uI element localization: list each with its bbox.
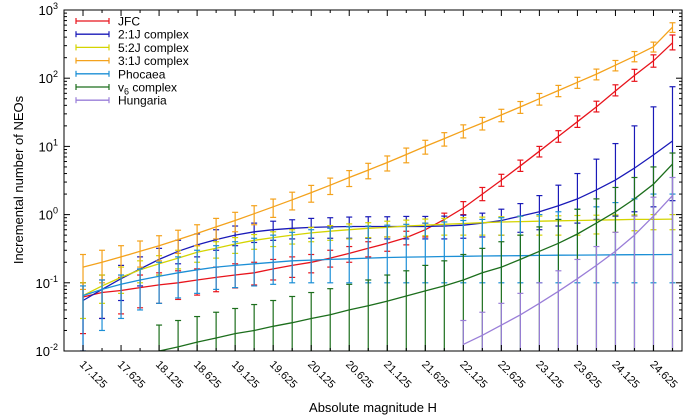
series-hungaria — [460, 176, 676, 351]
x-tick-label: 20.625 — [343, 359, 375, 391]
x-tick-label: 20.125 — [305, 359, 337, 391]
legend-label: 2:1J complex — [118, 28, 189, 42]
x-tick-label: 19.125 — [229, 359, 261, 391]
x-tick-label: 17.125 — [77, 359, 109, 391]
series-line — [82, 253, 673, 297]
y-tick-exponent: -2 — [50, 342, 58, 352]
y-tick-exponent: 0 — [53, 206, 58, 216]
y-axis-label: Incremental number of NEOs — [11, 95, 26, 264]
y-tick-exponent: 2 — [53, 69, 58, 79]
legend-label: 5:2J complex — [118, 41, 189, 55]
legend-item-5-2j-complex: 5:2J complex — [75, 41, 189, 55]
y-tick-label: 10-1 — [36, 274, 58, 291]
y-tick-label: 100 — [39, 206, 58, 223]
y-tick-exponent: 3 — [53, 1, 58, 11]
series-line — [158, 163, 673, 351]
legend-label: Hungaria — [118, 94, 167, 108]
x-tick-label: 22.625 — [495, 359, 527, 391]
legend-item-hungaria: Hungaria — [75, 94, 167, 108]
series-layer — [80, 22, 676, 351]
x-tick-label: 17.625 — [115, 359, 147, 391]
x-tick-label: 19.625 — [267, 359, 299, 391]
series-2-1j-complex — [80, 86, 676, 351]
series-line — [82, 218, 673, 297]
legend-label: JFC — [118, 15, 140, 29]
y-tick-label: 101 — [39, 137, 58, 154]
legend-item-3-1j-complex: 3:1J complex — [75, 54, 189, 68]
legend-item-2-1j-complex: 2:1J complex — [75, 28, 189, 42]
legend-label: Phocaea — [118, 67, 166, 81]
y-tick-label: 102 — [39, 69, 58, 86]
x-tick-label: 23.125 — [533, 359, 565, 391]
y-tick-label: 10-2 — [36, 342, 58, 359]
x-tick-label: 21.125 — [381, 359, 413, 391]
x-tick-label: 21.625 — [419, 359, 451, 391]
legend-item-jfc: JFC — [75, 15, 140, 29]
legend-item-v6-complex: v6 complex — [75, 81, 177, 97]
legend-label: 3:1J complex — [118, 54, 189, 68]
x-tick-label: 18.625 — [191, 359, 223, 391]
x-tick-label: 24.625 — [647, 359, 679, 391]
x-tick-label: 24.125 — [609, 359, 641, 391]
x-tick-label: 23.625 — [571, 359, 603, 391]
series-line — [82, 26, 673, 268]
x-axis-label: Absolute magnitude H — [309, 400, 437, 415]
plot-frame — [63, 9, 683, 352]
series-line — [82, 140, 673, 302]
y-tick-label: 103 — [39, 1, 58, 18]
x-tick-label: 18.125 — [153, 359, 185, 391]
y-tick-exponent: 1 — [53, 137, 58, 147]
y-tick-exponent: -1 — [50, 274, 58, 284]
series-line — [82, 42, 673, 298]
series-3-1j-complex — [80, 22, 676, 291]
x-tick-label: 22.125 — [457, 359, 489, 391]
legend-label: v6 complex — [118, 81, 177, 97]
series-line — [463, 195, 673, 345]
legend-item-phocaea: Phocaea — [75, 67, 166, 81]
